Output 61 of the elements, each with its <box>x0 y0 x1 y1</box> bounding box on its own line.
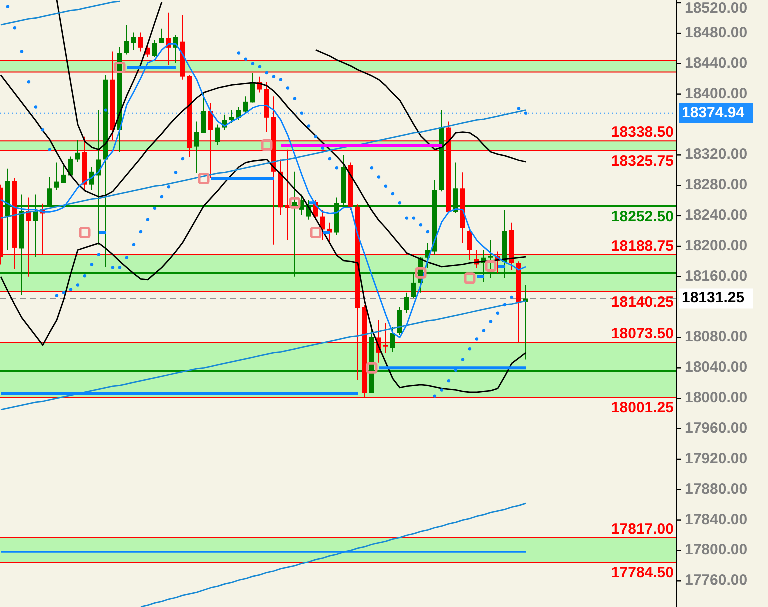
point <box>261 140 273 152</box>
candlestick <box>202 92 206 134</box>
ref-line-label: 17784.50 <box>611 564 674 582</box>
candlestick <box>160 28 164 44</box>
point <box>114 62 126 74</box>
point <box>79 227 91 239</box>
candlestick <box>132 32 136 51</box>
point <box>485 260 497 272</box>
point <box>415 267 427 279</box>
candlestick <box>404 292 410 314</box>
y-tick-label: 17800.00 <box>685 542 748 559</box>
ref-line-label: 18338.50 <box>611 124 674 142</box>
y-tick-label: 18320.00 <box>685 146 748 164</box>
candlestick <box>244 96 248 114</box>
point <box>366 362 378 374</box>
candlestick <box>250 72 256 104</box>
point <box>289 197 301 209</box>
ref-line-label: 17817.00 <box>611 520 674 538</box>
y-tick-label: 18520.00 <box>685 0 748 17</box>
ref-line-label: 18001.25 <box>611 400 674 417</box>
ref-line-label: 18374.94 <box>682 104 746 122</box>
y-tick-label: 17880.00 <box>685 480 748 498</box>
candlestick <box>194 121 200 174</box>
y-tick-label: 18480.00 <box>685 24 748 42</box>
candlestick <box>76 139 80 163</box>
ref-line-label: 18073.50 <box>611 326 674 343</box>
line-series <box>0 159 527 394</box>
candlestick <box>320 209 326 241</box>
candlestick <box>68 156 74 176</box>
candlestick <box>216 124 220 146</box>
candlestick <box>54 162 60 191</box>
y-tick-label: 18040.00 <box>685 359 748 376</box>
y-tick-label: 18200.00 <box>685 237 748 254</box>
y-tick-label: 18160.00 <box>685 268 748 285</box>
y-tick-label: 17840.00 <box>685 511 748 528</box>
y-tick-label: 18080.00 <box>685 328 748 346</box>
y-tick-label: 17760.00 <box>685 572 748 590</box>
y-tick-label: 17960.00 <box>685 420 748 437</box>
ref-line-label: 18252.50 <box>611 208 674 226</box>
line-series <box>140 502 527 607</box>
ref-line-label: 18188.75 <box>611 238 674 256</box>
y-tick-label: 18000.00 <box>685 390 748 407</box>
y-tick-label: 18400.00 <box>685 85 748 102</box>
y-tick-label: 18280.00 <box>685 176 748 194</box>
line-series <box>0 0 121 26</box>
candlestick <box>390 326 396 353</box>
y-tick-label: 17920.00 <box>685 450 748 468</box>
ref-line-label: 18140.25 <box>611 294 674 311</box>
candlestick <box>124 24 130 56</box>
ref-line-label: 18325.75 <box>611 152 674 170</box>
candlestick <box>230 110 234 124</box>
point <box>464 272 476 284</box>
y-tick-label: 18240.00 <box>685 206 748 224</box>
candlestick <box>398 306 402 336</box>
y-tick-label: 18440.00 <box>685 54 748 72</box>
point <box>198 173 210 185</box>
candlestick <box>62 165 66 184</box>
candlestick <box>138 32 144 52</box>
candlestick <box>152 40 158 58</box>
ref-line-label: 18131.25 <box>682 290 745 307</box>
point <box>310 227 322 239</box>
